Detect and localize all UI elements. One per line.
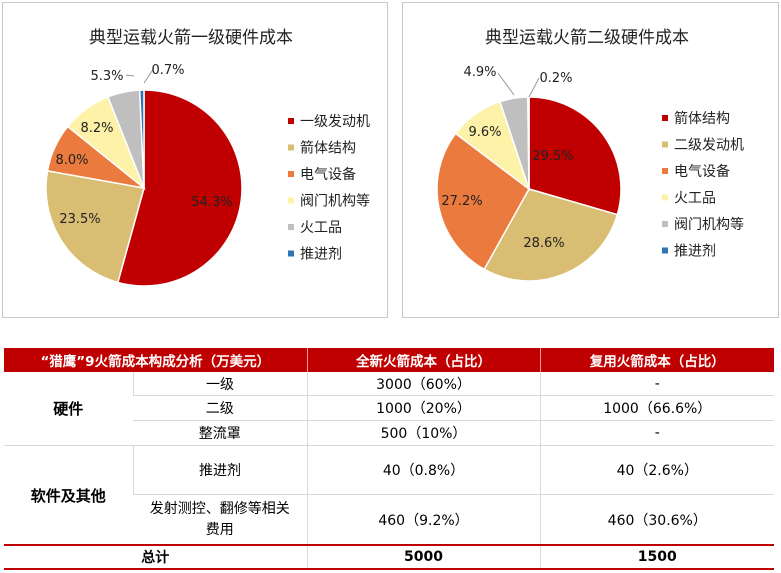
stage2-legend-entry-1: 二级发动机 bbox=[674, 138, 744, 154]
stage1-legend-swatch-4 bbox=[288, 224, 294, 230]
total-label: 总计 bbox=[4, 544, 308, 570]
stage1-legend-swatch-2 bbox=[288, 171, 294, 177]
row-item: 发射测控、翻修等相关费用 bbox=[133, 494, 308, 546]
stage1-legend-entry-3: 阀门机构等 bbox=[300, 193, 370, 210]
stage2-leader-line-5 bbox=[528, 77, 540, 98]
stage1-data-label-1: 23.5% bbox=[59, 212, 100, 227]
stage2-legend-entry-2: 电气设备 bbox=[674, 163, 730, 180]
stage1-chart-title: 典型运载火箭一级硬件成本 bbox=[89, 28, 293, 48]
stage2-legend-entry-3: 火工品 bbox=[674, 191, 716, 207]
stage1-pie-slice-1 bbox=[45, 169, 145, 284]
group-hardware: 硬件 bbox=[4, 372, 133, 446]
total-reuse-cost: 1500 bbox=[539, 544, 775, 570]
stage1-data-label-3: 8.2% bbox=[80, 121, 113, 136]
stage2-legend-entry-5: 推进剂 bbox=[674, 244, 716, 260]
stage2-legend-entry-0: 箭体结构 bbox=[674, 110, 730, 127]
table-row: 硬件 一级 3000（60%） - bbox=[4, 372, 775, 446]
stage1-pie-slice-0 bbox=[116, 89, 243, 287]
stage1-legend-swatch-3 bbox=[288, 197, 294, 204]
table-total-row: 总计 5000 1500 bbox=[4, 544, 775, 570]
table-row: 整流罩 500（10%） - bbox=[4, 420, 775, 446]
stage1-legend-entry-0: 一级发动机 bbox=[300, 114, 370, 130]
stage1-legend-entry-5: 推进剂 bbox=[300, 247, 342, 263]
total-new-cost: 5000 bbox=[306, 544, 541, 570]
row-reuse-cost: - bbox=[539, 372, 775, 396]
stage2-data-label-4: 4.9% bbox=[463, 65, 496, 80]
row-reuse-cost: - bbox=[539, 420, 775, 446]
row-new-cost: 40（0.8%） bbox=[306, 445, 541, 495]
row-new-cost: 3000（60%） bbox=[306, 372, 541, 396]
stage2-data-label-3: 9.6% bbox=[468, 125, 501, 140]
stage2-pie-slice-0 bbox=[528, 96, 622, 216]
table-header-new: 全新火箭成本（占比） bbox=[307, 348, 541, 372]
stage1-leader-line-4 bbox=[125, 74, 135, 77]
stage2-legend-entry-4: 阀门机构等 bbox=[674, 216, 744, 233]
stage1-data-label-4: 5.3% bbox=[90, 69, 123, 84]
table-header-category: “猎鹰”9火箭成本构成分析（万美元） bbox=[4, 348, 308, 372]
cost-table: “猎鹰”9火箭成本构成分析（万美元） 全新火箭成本（占比） 复用火箭成本（占比）… bbox=[4, 348, 775, 570]
pie-chart-stage2: 典型运载火箭二级硬件成本 29.5% 28.6% 27.2% 9.6% 4.9% 0.2% 箭… bbox=[436, 28, 744, 282]
row-new-cost: 460（9.2%） bbox=[306, 494, 541, 546]
stage2-legend-swatch-2 bbox=[662, 168, 668, 174]
table-row: 二级 1000（20%） 1000（66.6%） bbox=[4, 395, 775, 421]
stage2-pie-slice-5 bbox=[527, 96, 530, 190]
stage2-leader-line-4 bbox=[497, 72, 515, 96]
stage1-legend-entry-1: 箭体结构 bbox=[300, 140, 356, 157]
stage1-legend-entry-4: 火工品 bbox=[300, 220, 342, 236]
pie-chart-stage1: 典型运载火箭一级硬件成本 54.3% 23.5% 8.0% 8.2% 5.3% 0.7% 一级… bbox=[45, 28, 370, 287]
stage2-legend-swatch-0 bbox=[662, 115, 668, 121]
row-reuse-cost: 40（2.6%） bbox=[539, 445, 775, 495]
stage2-pie-slice-2 bbox=[436, 132, 530, 271]
stage1-data-label-0: 54.3% bbox=[191, 195, 232, 210]
row-item: 整流罩 bbox=[133, 420, 308, 446]
table-row: 软件及其他 推进剂 40（0.8%） 40（2.6%） bbox=[4, 445, 775, 546]
row-item: 二级 bbox=[133, 395, 308, 421]
chart-panel-stage1: 典型运载火箭一级硬件成本 54.3% 23.5% 8.0% 8.2% 5.3% 0.7% 一级… bbox=[2, 2, 388, 318]
stage2-data-label-1: 28.6% bbox=[523, 236, 564, 251]
row-reuse-cost: 460（30.6%） bbox=[539, 494, 775, 546]
row-item: 一级 bbox=[132, 372, 308, 396]
stage2-legend-swatch-3 bbox=[662, 194, 668, 201]
table-row: 发射测控、翻修等相关费用 460（9.2%） 460（30.6%） bbox=[4, 494, 775, 546]
stage2-data-label-2: 27.2% bbox=[441, 194, 482, 209]
chart-panel-stage2: 典型运载火箭二级硬件成本 29.5% 28.6% 27.2% 9.6% 4.9% 0.2% 箭… bbox=[402, 2, 779, 318]
row-item-label: 发射测控、翻修等相关费用 bbox=[149, 500, 290, 538]
table-header-reuse: 复用火箭成本（占比） bbox=[540, 348, 775, 372]
stage1-legend-swatch-0 bbox=[288, 118, 294, 124]
row-new-cost: 500（10%） bbox=[306, 420, 541, 446]
stage1-pie-slice-5 bbox=[138, 89, 145, 189]
stage1-data-label-5: 0.7% bbox=[151, 63, 184, 78]
table-header-row: “猎鹰”9火箭成本构成分析（万美元） 全新火箭成本（占比） 复用火箭成本（占比） bbox=[4, 348, 775, 372]
group-software: 软件及其他 bbox=[4, 445, 133, 546]
stage2-chart-title: 典型运载火箭二级硬件成本 bbox=[485, 28, 689, 48]
stage2-pie-slice-1 bbox=[483, 188, 619, 282]
stage2-legend-swatch-4 bbox=[662, 221, 668, 227]
stage1-leader-line-5 bbox=[143, 67, 155, 84]
stage1-legend-swatch-1 bbox=[288, 144, 294, 151]
stage2-legend-swatch-1 bbox=[662, 141, 668, 148]
stage1-legend-entry-2: 电气设备 bbox=[300, 166, 356, 183]
stage2-legend-swatch-5 bbox=[662, 247, 668, 254]
stage2-data-label-5: 0.2% bbox=[539, 71, 572, 86]
row-reuse-cost: 1000（66.6%） bbox=[539, 395, 775, 421]
stage2-data-label-0: 29.5% bbox=[532, 149, 573, 164]
row-item: 推进剂 bbox=[132, 445, 308, 495]
stage1-data-label-2: 8.0% bbox=[55, 153, 88, 168]
stage1-legend-swatch-5 bbox=[288, 250, 294, 257]
row-new-cost: 1000（20%） bbox=[306, 395, 541, 421]
